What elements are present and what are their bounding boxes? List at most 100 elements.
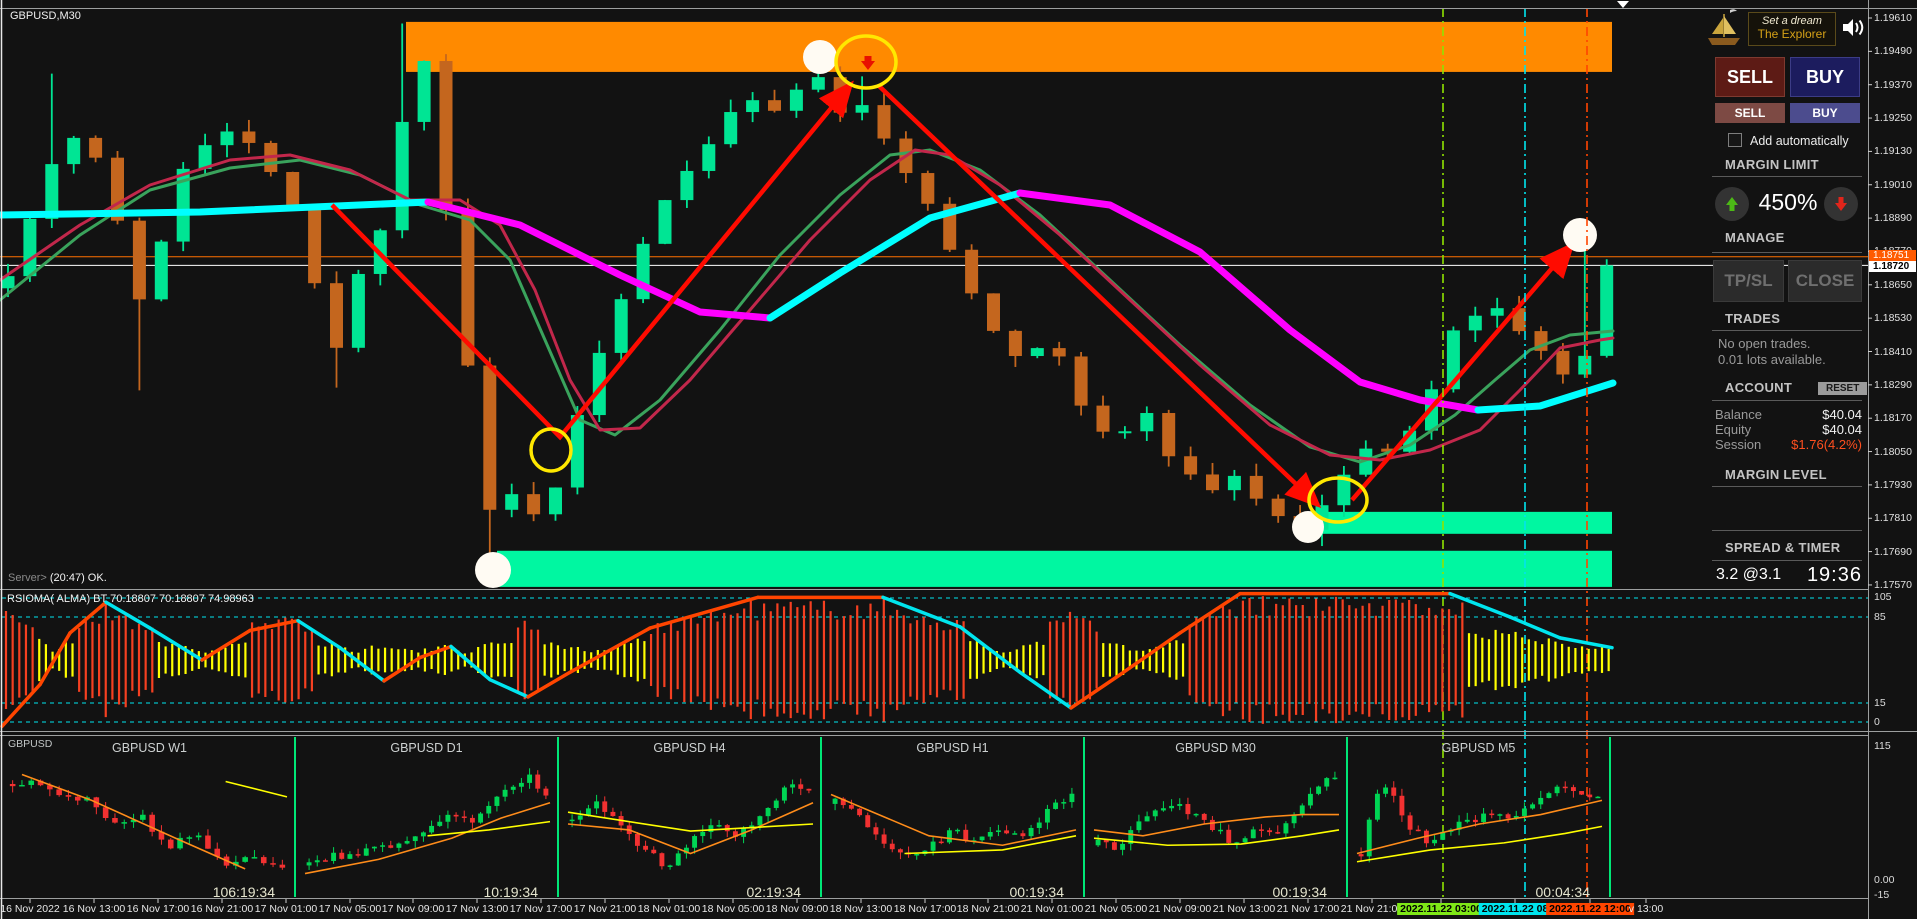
mini-chart-timer: 02:19:34 [746,884,802,900]
ma-thick-up [0,198,432,219]
up-arrow-icon [551,442,558,451]
mini-chart-timer: 00:19:34 [1272,884,1328,900]
time-tick: 18 Nov 09:00 [765,903,829,915]
price-tick: 1.18290 [1874,378,1912,391]
signal-ellipse-3 [1307,476,1369,524]
signal-ellipse-2 [529,427,573,473]
spread-timer-header: SPREAD & TIMER [1725,540,1841,555]
add-automatically-label: Add automatically [1750,134,1849,148]
demand-zone-2 [497,550,1612,587]
time-tick: 17 Nov 09:00 [381,903,445,915]
price-tick: 1.19130 [1874,145,1912,158]
bid-price-badge: 1.18720 [1869,261,1916,272]
server-status: (20:47) OK. [49,572,107,584]
time-tick: 21 Nov 05:00 [1084,903,1148,915]
time-tick: 21 Nov 01:00 [1020,903,1084,915]
time-tick: 18 Nov 13:00 [829,903,893,915]
demand-zone-1 [1320,511,1612,534]
trade-line-3 [1350,241,1575,502]
reset-button[interactable]: RESET [1818,382,1868,395]
manage-header: MANAGE [1725,230,1785,245]
time-tick: 2022.11.22 03:00 [1397,903,1485,915]
time-tick: 18 Nov 01:00 [637,903,701,915]
sell-small-button[interactable]: SELL [1715,103,1785,123]
rsioma-scale-tick: 105 [1874,591,1892,603]
time-tick: 17 Nov 21:00 [573,903,637,915]
time-tick: 18 Nov 21:00 [956,903,1020,915]
price-tick: 1.17690 [1874,545,1912,558]
mini-chart-title: GBPUSD M5 [1441,741,1516,755]
ma-crimson [0,148,1615,462]
server-label: Server> [8,572,47,584]
buy-small-button[interactable]: BUY [1790,103,1860,123]
time-tick: 21 Nov 21:00 [1340,903,1404,915]
signal-ellipse-1 [834,34,898,90]
mini-chart-title: GBPUSD H4 [653,741,726,755]
mini-scale-tick: 0.00 [1874,874,1895,886]
time-tick: 2022.11.22 08 [1478,903,1552,915]
close-button[interactable]: CLOSE [1788,260,1862,302]
supply-zone [406,21,1612,72]
speaker-icon[interactable] [1840,16,1866,40]
ma-thick-down [1016,189,1482,414]
trades-line1: No open trades. [1718,336,1811,351]
price-tick: 1.19370 [1874,78,1912,91]
margin-down-button[interactable] [1824,187,1858,221]
price-tick: 1.17810 [1874,512,1912,525]
time-tick: 17 Nov 13:00 [445,903,509,915]
ma-thick-down [424,198,774,322]
mini-chart-title: GBPUSD D1 [390,741,463,755]
rsioma-scale-tick: 15 [1874,697,1886,709]
ma-thick-up [766,189,1024,322]
time-tick: 16 Nov 17:00 [126,903,190,915]
ask-price-badge: 1.18751 [1869,250,1916,261]
session-value: $1.76(4.2%) [1791,437,1862,452]
equity-label: Equity [1715,422,1752,437]
down-arrow-icon [861,56,875,70]
mini-charts [9,737,1611,897]
time-tick: 16 Nov 21:00 [190,903,254,915]
logo-line2: The Explorer [1757,27,1827,41]
trades-line2: 0.01 lots available. [1718,352,1826,367]
time-tick: 18 Nov 17:00 [893,903,957,915]
mini-chart-timer: 10:19:34 [483,884,539,900]
signal-circle-1 [803,40,837,74]
spread-value: 3.2 @3.1 [1716,566,1782,583]
signal-circle-2 [475,552,511,588]
price-tick: 1.18050 [1874,445,1912,458]
mini-chart-title: GBPUSD H1 [916,741,989,755]
balance-value: $40.04 [1822,407,1862,422]
ship-logo-icon [1708,9,1740,45]
margin-level-header: MARGIN LEVEL [1725,467,1827,482]
time-tick: 21 Nov 17:00 [1276,903,1340,915]
mini-scale-tick: 115 [1874,740,1891,752]
price-tick: 1.17930 [1874,478,1912,491]
price-tick: 1.19010 [1874,178,1912,191]
margin-limit-value: 450% [1758,189,1818,215]
sell-button[interactable]: SELL [1715,57,1785,97]
chart-title: GBPUSD,M30 [10,10,81,22]
time-tick: 16 Nov 2022 [0,903,60,915]
time-tick: 21 Nov 13:00 [1212,903,1276,915]
time-tick: 17 Nov 05:00 [318,903,382,915]
price-tick: 1.18650 [1874,278,1912,291]
rsioma-scale-tick: 0 [1874,716,1880,728]
mini-chart-timer: 00:04:34 [1535,884,1591,900]
time-tick: v 13:00 [1628,903,1664,915]
mini-scale-tick: -15 [1874,889,1890,901]
add-automatically-checkbox[interactable] [1728,133,1742,147]
mini-chart-timer: 106:19:34 [212,884,275,900]
rsioma-scale-tick: 85 [1874,611,1886,623]
equity-value: $40.04 [1822,422,1862,437]
mini-chart-title: GBPUSD M30 [1175,741,1256,755]
signal-circle-3 [1292,511,1324,543]
buy-button[interactable]: BUY [1790,57,1860,97]
margin-up-button[interactable] [1715,187,1749,221]
price-tick: 1.18530 [1874,312,1912,325]
mini-chart-title: GBPUSD W1 [111,741,188,755]
price-tick: 1.18410 [1874,345,1912,358]
time-tick: 17 Nov 17:00 [509,903,573,915]
tpsl-button[interactable]: TP/SL [1713,260,1784,302]
